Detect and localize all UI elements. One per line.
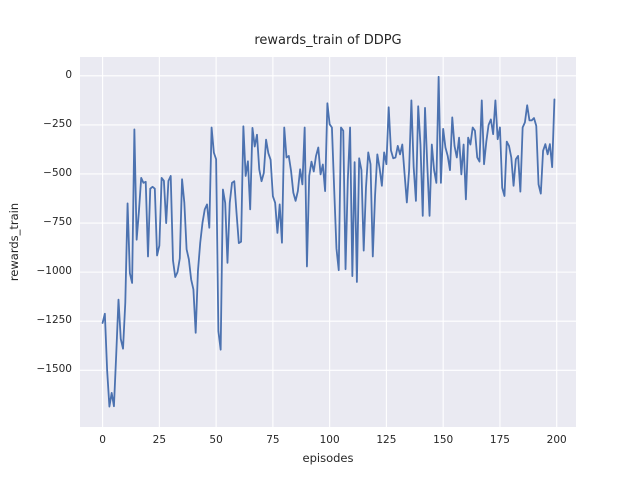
x-tick-label: 200 [546, 434, 567, 446]
x-tick-label: 0 [99, 434, 106, 446]
y-tick-label: 0 [65, 68, 72, 81]
plot-area [80, 57, 576, 427]
reward-series-line [101, 75, 556, 408]
y-tick-label: −1000 [36, 265, 72, 278]
x-tick-label: 125 [376, 434, 397, 446]
y-tick-label: −1500 [36, 363, 72, 376]
x-tick-label: 75 [266, 434, 280, 446]
x-axis-label: episodes [302, 451, 354, 465]
reward-line-chart [80, 57, 576, 427]
x-tick-label: 50 [209, 434, 223, 446]
y-tick-label: −500 [43, 166, 72, 179]
x-tick-label: 25 [152, 434, 167, 446]
y-tick-label: −250 [43, 117, 72, 130]
x-tick-label: 175 [489, 434, 510, 446]
x-tick-label: 150 [433, 434, 454, 446]
x-tick-label: 100 [319, 434, 340, 446]
y-axis-label: rewards_train [7, 202, 21, 282]
chart-title: rewards_train of DDPG [254, 33, 402, 48]
y-tick-label: −750 [43, 216, 72, 229]
y-tick-label: −1250 [36, 314, 72, 327]
